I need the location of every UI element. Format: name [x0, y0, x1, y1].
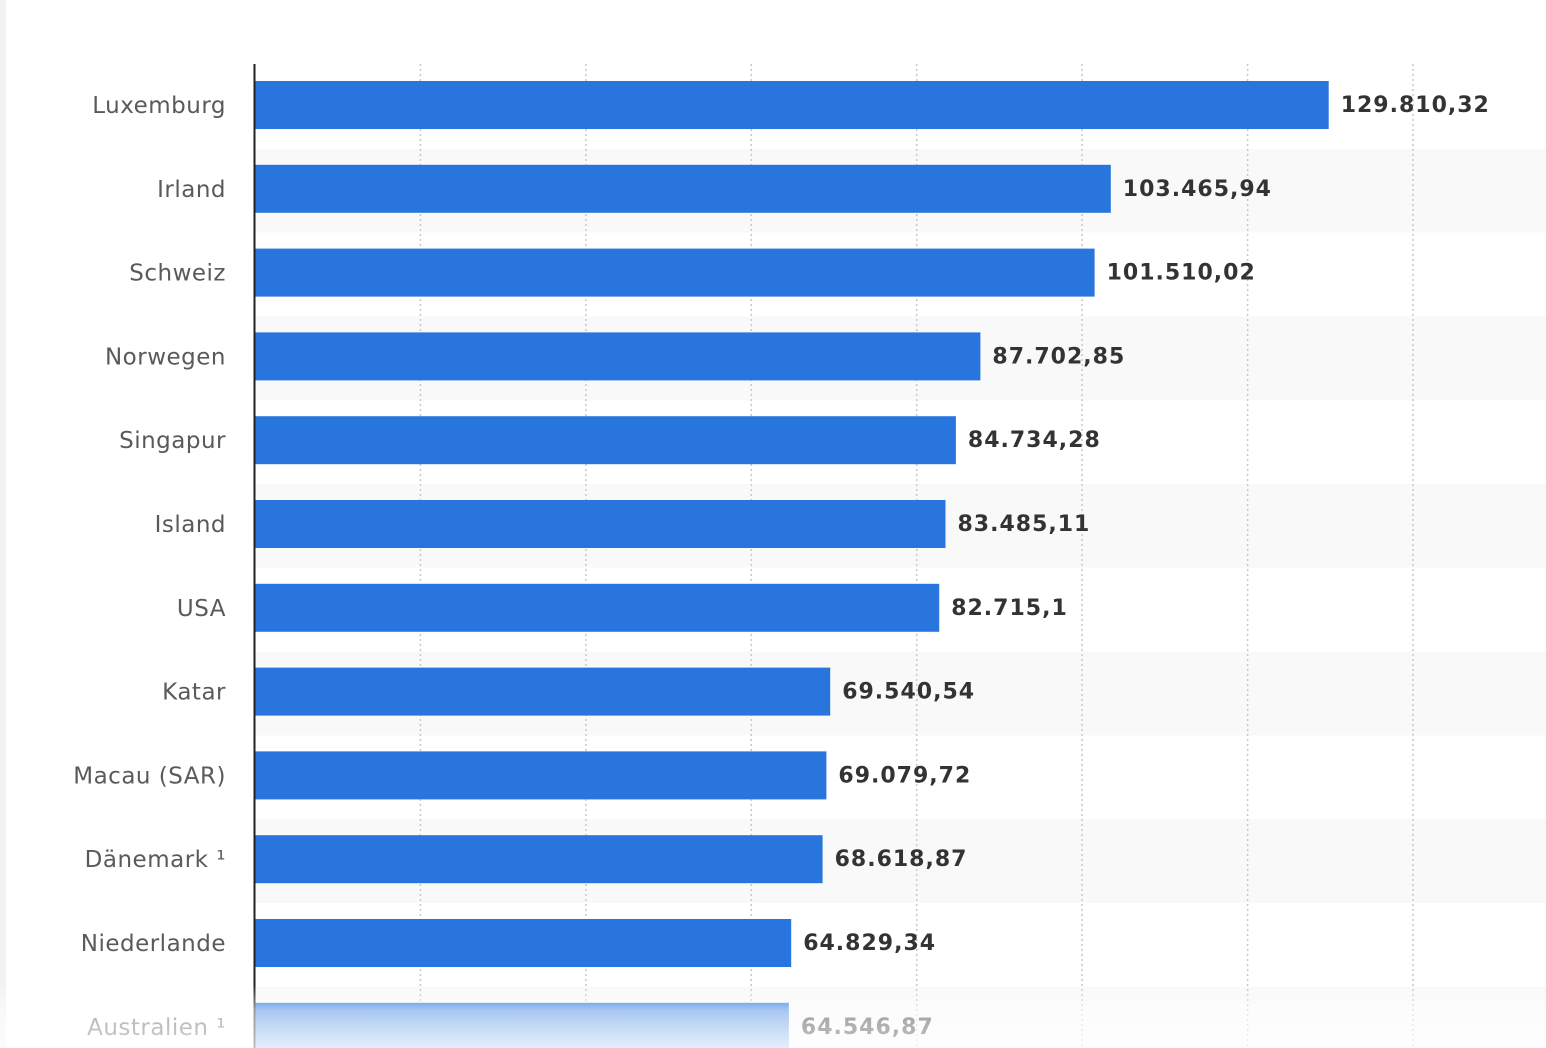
value-label: 69.079,72	[838, 763, 971, 788]
value-label: 103.465,94	[1123, 177, 1272, 202]
category-label: Macau (SAR)	[73, 763, 226, 789]
chart-card: Luxemburg 129.810,32 Irland 103.465,94 Schwe…	[6, 0, 1546, 1048]
value-label: 69.540,54	[842, 680, 975, 705]
category-label: Island	[155, 512, 226, 538]
bar-chart: Luxemburg 129.810,32 Irland 103.465,94 Schwe…	[73, 64, 1546, 1048]
category-label: Irland	[157, 177, 226, 203]
bar[interactable]	[255, 751, 827, 800]
value-label: 68.618,87	[835, 847, 968, 872]
category-label: Katar	[162, 680, 226, 706]
bar[interactable]	[255, 164, 1111, 213]
bar[interactable]	[255, 81, 1329, 129]
category-label: Luxemburg	[92, 93, 226, 119]
bar[interactable]	[255, 835, 823, 884]
value-label: 84.734,28	[968, 428, 1101, 453]
category-label: Dänemark ¹	[85, 847, 226, 873]
bar[interactable]	[255, 1002, 789, 1048]
bar[interactable]	[255, 667, 831, 716]
value-label: 83.485,11	[958, 512, 1091, 537]
bar[interactable]	[255, 583, 940, 632]
bar[interactable]	[255, 919, 792, 967]
value-label: 64.829,34	[803, 931, 936, 956]
value-label: 82.715,1	[951, 596, 1068, 621]
category-label: Singapur	[119, 428, 226, 454]
bar[interactable]	[255, 248, 1095, 297]
bar[interactable]	[255, 500, 946, 548]
category-label: Norwegen	[105, 344, 226, 370]
value-label: 87.702,85	[992, 344, 1125, 369]
category-label: Schweiz	[129, 261, 226, 287]
value-label: 64.546,87	[801, 1015, 934, 1040]
value-label: 101.510,02	[1107, 261, 1256, 286]
category-label: USA	[177, 596, 226, 622]
bar[interactable]	[255, 332, 981, 381]
bar[interactable]	[255, 416, 956, 465]
value-label: 129.810,32	[1341, 93, 1490, 118]
category-label: Niederlande	[81, 931, 226, 957]
category-label: Australien ¹	[87, 1015, 226, 1041]
